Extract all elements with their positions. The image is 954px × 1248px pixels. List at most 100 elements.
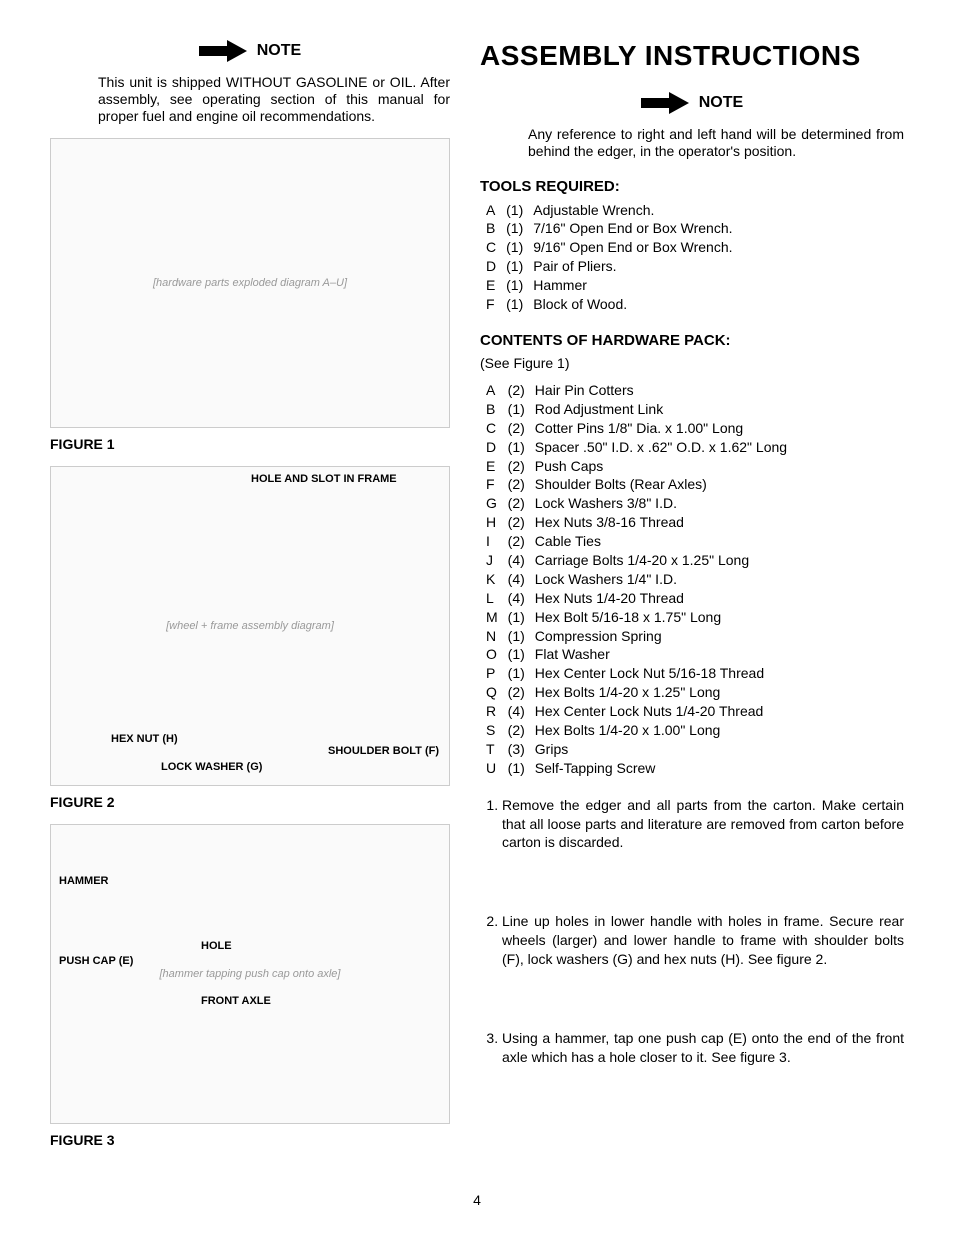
hardware-qty: (2) (508, 381, 535, 400)
hardware-qty: (4) (508, 702, 535, 721)
hardware-desc: Hex Nuts 1/4-20 Thread (535, 589, 797, 608)
callout-shoulder-bolt: SHOULDER BOLT (F) (328, 745, 439, 757)
hardware-row: I(2)Cable Ties (486, 532, 797, 551)
hardware-qty: (2) (508, 513, 535, 532)
hardware-desc: Lock Washers 1/4" I.D. (535, 570, 797, 589)
hardware-letter: P (486, 664, 508, 683)
hardware-qty: (3) (508, 740, 535, 759)
step-item: Remove the edger and all parts from the … (502, 796, 904, 853)
hardware-title: CONTENTS OF HARDWARE PACK: (480, 332, 904, 349)
tool-letter: E (486, 276, 506, 295)
hardware-desc: Lock Washers 3/8" I.D. (535, 494, 797, 513)
left-column: NOTE This unit is shipped WITHOUT GASOLI… (50, 40, 450, 1162)
hardware-row: R(4)Hex Center Lock Nuts 1/4-20 Thread (486, 702, 797, 721)
step-item: Using a hammer, tap one push cap (E) ont… (502, 1029, 904, 1067)
hardware-desc: Hex Bolt 5/16-18 x 1.75" Long (535, 608, 797, 627)
tool-letter: A (486, 201, 506, 220)
hardware-row: S(2)Hex Bolts 1/4-20 x 1.00" Long (486, 721, 797, 740)
hardware-qty: (2) (508, 457, 535, 476)
hardware-row: L(4)Hex Nuts 1/4-20 Thread (486, 589, 797, 608)
hardware-desc: Hex Center Lock Nut 5/16-18 Thread (535, 664, 797, 683)
hardware-desc: Grips (535, 740, 797, 759)
arrow-icon (641, 92, 689, 114)
tool-letter: B (486, 219, 506, 238)
hardware-letter: M (486, 608, 508, 627)
figure-3: HAMMER PUSH CAP (E) HOLE FRONT AXLE [ham… (50, 824, 450, 1124)
callout-front-axle: FRONT AXLE (201, 995, 271, 1007)
tools-title: TOOLS REQUIRED: (480, 178, 904, 195)
hardware-qty: (1) (508, 608, 535, 627)
hardware-letter: Q (486, 683, 508, 702)
hardware-row: O(1)Flat Washer (486, 645, 797, 664)
hardware-qty: (1) (508, 627, 535, 646)
hardware-desc: Rod Adjustment Link (535, 400, 797, 419)
hardware-qty: (1) (508, 664, 535, 683)
hardware-letter: B (486, 400, 508, 419)
page-columns: NOTE This unit is shipped WITHOUT GASOLI… (50, 40, 904, 1162)
figure-2-label: FIGURE 2 (50, 794, 450, 810)
hardware-letter: I (486, 532, 508, 551)
hardware-desc: Hair Pin Cotters (535, 381, 797, 400)
hardware-row: G(2)Lock Washers 3/8" I.D. (486, 494, 797, 513)
hardware-letter: J (486, 551, 508, 570)
hardware-letter: D (486, 438, 508, 457)
tool-desc: 9/16" Open End or Box Wrench. (533, 238, 742, 257)
main-title: ASSEMBLY INSTRUCTIONS (480, 40, 904, 72)
hardware-desc: Hex Nuts 3/8-16 Thread (535, 513, 797, 532)
tool-desc: Hammer (533, 276, 742, 295)
hardware-letter: U (486, 759, 508, 778)
hardware-row: M(1)Hex Bolt 5/16-18 x 1.75" Long (486, 608, 797, 627)
tool-desc: Block of Wood. (533, 295, 742, 314)
hardware-desc: Compression Spring (535, 627, 797, 646)
hardware-letter: R (486, 702, 508, 721)
tool-row: A(1)Adjustable Wrench. (486, 201, 743, 220)
hardware-row: N(1)Compression Spring (486, 627, 797, 646)
callout-hole-slot: HOLE AND SLOT IN FRAME (251, 473, 397, 485)
hardware-qty: (1) (508, 400, 535, 419)
hardware-qty: (4) (508, 589, 535, 608)
callout-lock-washer: LOCK WASHER (G) (161, 761, 262, 773)
hardware-desc: Hex Center Lock Nuts 1/4-20 Thread (535, 702, 797, 721)
hardware-letter: F (486, 475, 508, 494)
callout-hex-nut: HEX NUT (H) (111, 733, 178, 745)
tool-row: E(1)Hammer (486, 276, 743, 295)
tool-desc: 7/16" Open End or Box Wrench. (533, 219, 742, 238)
figure-1-label: FIGURE 1 (50, 436, 450, 452)
hardware-desc: Cable Ties (535, 532, 797, 551)
callout-hammer: HAMMER (59, 875, 109, 887)
right-column: ASSEMBLY INSTRUCTIONS NOTE Any reference… (480, 40, 904, 1162)
hardware-qty: (4) (508, 551, 535, 570)
callout-hole: HOLE (201, 940, 232, 952)
hardware-row: H(2)Hex Nuts 3/8-16 Thread (486, 513, 797, 532)
hardware-letter: N (486, 627, 508, 646)
tool-qty: (1) (506, 238, 533, 257)
tool-row: C(1)9/16" Open End or Box Wrench. (486, 238, 743, 257)
figure-placeholder: [hardware parts exploded diagram A–U] (153, 277, 347, 289)
hardware-letter: H (486, 513, 508, 532)
hardware-row: Q(2)Hex Bolts 1/4-20 x 1.25" Long (486, 683, 797, 702)
figure-placeholder: [wheel + frame assembly diagram] (166, 620, 334, 632)
left-note-text: This unit is shipped WITHOUT GASOLINE or… (98, 74, 450, 124)
hardware-qty: (2) (508, 494, 535, 513)
left-note-header: NOTE (50, 40, 450, 62)
hardware-desc: Spacer .50" I.D. x .62" O.D. x 1.62" Lon… (535, 438, 797, 457)
hardware-letter: E (486, 457, 508, 476)
arrow-icon (199, 40, 247, 62)
hardware-row: J(4)Carriage Bolts 1/4-20 x 1.25" Long (486, 551, 797, 570)
hardware-desc: Shoulder Bolts (Rear Axles) (535, 475, 797, 494)
tool-letter: F (486, 295, 506, 314)
hardware-letter: T (486, 740, 508, 759)
hardware-letter: A (486, 381, 508, 400)
hardware-list: A(2)Hair Pin CottersB(1)Rod Adjustment L… (486, 381, 797, 778)
hardware-desc: Hex Bolts 1/4-20 x 1.00" Long (535, 721, 797, 740)
hardware-qty: (2) (508, 475, 535, 494)
hardware-desc: Carriage Bolts 1/4-20 x 1.25" Long (535, 551, 797, 570)
hardware-qty: (1) (508, 759, 535, 778)
hardware-row: A(2)Hair Pin Cotters (486, 381, 797, 400)
hardware-desc: Cotter Pins 1/8" Dia. x 1.00" Long (535, 419, 797, 438)
figure-3-label: FIGURE 3 (50, 1132, 450, 1148)
tool-qty: (1) (506, 257, 533, 276)
hardware-row: D(1)Spacer .50" I.D. x .62" O.D. x 1.62"… (486, 438, 797, 457)
right-note-header: NOTE (480, 92, 904, 114)
hardware-qty: (2) (508, 532, 535, 551)
